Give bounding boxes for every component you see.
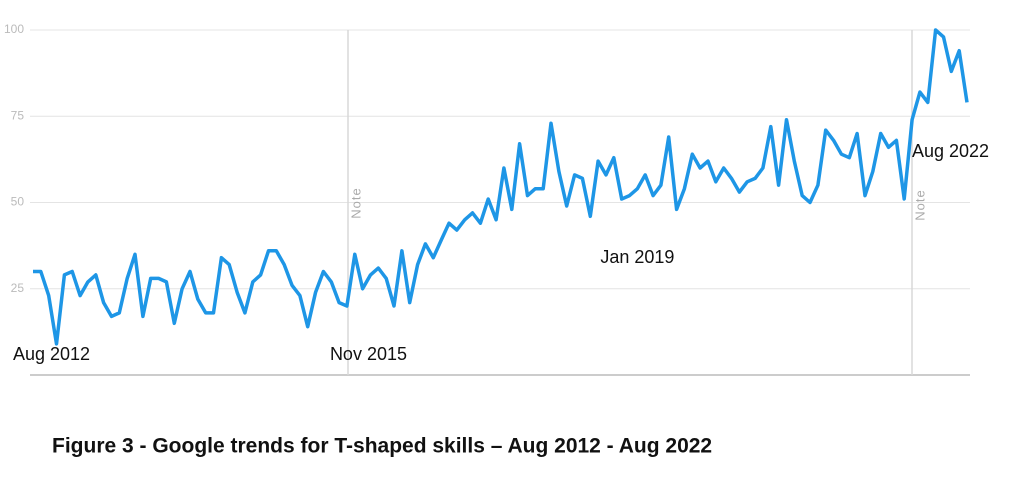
y-tick-label: 25 <box>11 281 25 295</box>
x-annotation: Nov 2015 <box>330 344 407 364</box>
trend-line <box>33 28 969 346</box>
note-label: Note <box>348 187 363 218</box>
x-annotation: Aug 2022 <box>912 141 989 161</box>
y-tick-label: 100 <box>4 22 24 36</box>
chart-title: Figure 3 - Google trends for T-shaped sk… <box>52 435 712 458</box>
x-annotation: Aug 2012 <box>13 344 90 364</box>
y-tick-label: 50 <box>11 195 25 209</box>
x-annotation: Jan 2019 <box>600 247 674 267</box>
note-label: Note <box>912 189 927 220</box>
y-tick-label: 75 <box>11 108 25 122</box>
